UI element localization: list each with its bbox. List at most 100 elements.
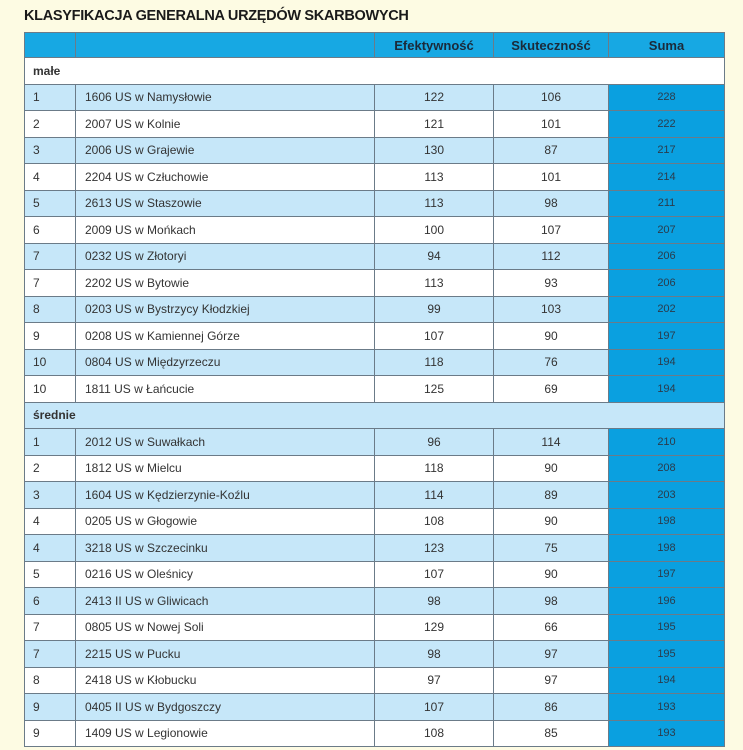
skutecznosc-cell: 107 [493,216,609,244]
skutecznosc-cell: 86 [493,693,609,721]
efektywnosc-cell: 113 [374,189,494,217]
table-row: 4 0205 US w Głogowie 108 90 198 [24,507,725,535]
office-name-cell: 0405 II US w Bydgoszczy [75,693,375,721]
rank-cell: 10 [24,348,76,376]
table-row: 7 0232 US w Złotoryi 94 112 206 [24,242,725,270]
skutecznosc-cell: 98 [493,189,609,217]
efektywnosc-cell: 114 [374,481,494,509]
suma-cell: 206 [608,242,725,270]
table-row: 2 1812 US w Mielcu 118 90 208 [24,454,725,482]
suma-cell: 197 [608,560,725,588]
rank-cell: 4 [24,163,76,191]
rank-cell: 10 [24,375,76,403]
office-name-cell: 0216 US w Oleśnicy [75,560,375,588]
office-name-cell: 1812 US w Mielcu [75,454,375,482]
suma-cell: 203 [608,481,725,509]
efektywnosc-cell: 121 [374,110,494,138]
efektywnosc-cell: 107 [374,322,494,350]
efektywnosc-cell: 107 [374,560,494,588]
table-row: 2 2007 US w Kolnie 121 101 222 [24,110,725,138]
table-row: 7 2202 US w Bytowie 113 93 206 [24,269,725,297]
suma-cell: 194 [608,666,725,694]
suma-cell: 196 [608,587,725,615]
suma-cell: 211 [608,189,725,217]
suma-cell: 210 [608,428,725,456]
rank-cell: 6 [24,216,76,244]
rank-cell: 7 [24,269,76,297]
suma-cell: 217 [608,136,725,164]
rank-cell: 1 [24,83,76,111]
table-row: 3 1604 US w Kędzierzynie-Koźlu 114 89 203 [24,481,725,509]
section-row: średnie [24,401,725,429]
ranking-table: Efektywność Skuteczność Suma małe 1 1606 U… [24,32,725,747]
rank-cell: 2 [24,110,76,138]
table-row: 9 0405 II US w Bydgoszczy 107 86 193 [24,693,725,721]
suma-cell: 195 [608,613,725,641]
efektywnosc-cell: 108 [374,719,494,747]
office-name-cell: 0232 US w Złotoryi [75,242,375,270]
office-name-cell: 2215 US w Pucku [75,640,375,668]
rank-cell: 4 [24,507,76,535]
office-name-cell: 2413 II US w Gliwicach [75,587,375,615]
rank-cell: 3 [24,481,76,509]
skutecznosc-cell: 89 [493,481,609,509]
skutecznosc-cell: 101 [493,110,609,138]
skutecznosc-cell: 90 [493,322,609,350]
office-name-cell: 2006 US w Grajewie [75,136,375,164]
table-row: 10 0804 US w Międzyrzeczu 118 76 194 [24,348,725,376]
office-name-cell: 0205 US w Głogowie [75,507,375,535]
skutecznosc-cell: 98 [493,587,609,615]
skutecznosc-cell: 87 [493,136,609,164]
rank-cell: 4 [24,534,76,562]
page-title: KLASYFIKACJA GENERALNA URZĘDÓW SKARBOWYC… [24,8,409,24]
skutecznosc-cell: 112 [493,242,609,270]
rank-cell: 8 [24,666,76,694]
efektywnosc-cell: 99 [374,295,494,323]
office-name-cell: 2007 US w Kolnie [75,110,375,138]
suma-cell: 193 [608,693,725,721]
table-row: 10 1811 US w Łańcucie 125 69 194 [24,375,725,403]
skutecznosc-cell: 93 [493,269,609,297]
office-name-cell: 0203 US w Bystrzycy Kłodzkiej [75,295,375,323]
rank-cell: 5 [24,560,76,588]
rank-cell: 8 [24,295,76,323]
table-row: 3 2006 US w Grajewie 130 87 217 [24,136,725,164]
rank-cell: 6 [24,587,76,615]
rank-cell: 9 [24,322,76,350]
table-row: 8 0203 US w Bystrzycy Kłodzkiej 99 103 202 [24,295,725,323]
efektywnosc-cell: 125 [374,375,494,403]
section-row: małe [24,57,725,85]
suma-cell: 194 [608,375,725,403]
section-label: średnie [24,401,725,429]
efektywnosc-cell: 97 [374,666,494,694]
efektywnosc-cell: 98 [374,640,494,668]
skutecznosc-cell: 85 [493,719,609,747]
suma-cell: 193 [608,719,725,747]
efektywnosc-cell: 122 [374,83,494,111]
rank-cell: 3 [24,136,76,164]
office-name-cell: 1606 US w Namysłowie [75,83,375,111]
efektywnosc-cell: 108 [374,507,494,535]
table-row: 9 0208 US w Kamiennej Górze 107 90 197 [24,322,725,350]
suma-cell: 197 [608,322,725,350]
office-name-cell: 2202 US w Bytowie [75,269,375,297]
table-row: 7 2215 US w Pucku 98 97 195 [24,640,725,668]
skutecznosc-cell: 66 [493,613,609,641]
efektywnosc-cell: 113 [374,269,494,297]
header-skutecznosc: Skuteczność [493,32,609,58]
skutecznosc-cell: 76 [493,348,609,376]
office-name-cell: 0208 US w Kamiennej Górze [75,322,375,350]
office-name-cell: 2009 US w Mońkach [75,216,375,244]
suma-cell: 194 [608,348,725,376]
skutecznosc-cell: 90 [493,454,609,482]
rank-cell: 2 [24,454,76,482]
office-name-cell: 2418 US w Kłobucku [75,666,375,694]
skutecznosc-cell: 101 [493,163,609,191]
rank-cell: 7 [24,613,76,641]
suma-cell: 222 [608,110,725,138]
office-name-cell: 1811 US w Łańcucie [75,375,375,403]
table-row: 4 2204 US w Człuchowie 113 101 214 [24,163,725,191]
table-row: 6 2009 US w Mońkach 100 107 207 [24,216,725,244]
suma-cell: 202 [608,295,725,323]
efektywnosc-cell: 98 [374,587,494,615]
